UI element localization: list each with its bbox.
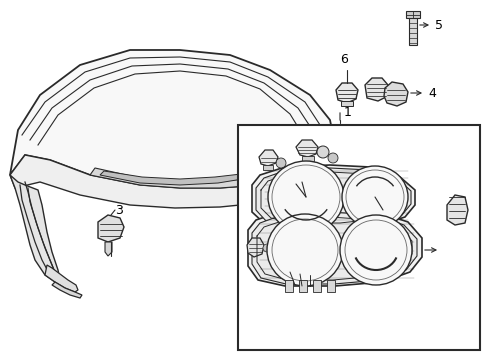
Ellipse shape — [275, 158, 285, 168]
Bar — [326, 280, 334, 292]
Bar — [408, 17, 416, 45]
Ellipse shape — [327, 153, 337, 163]
Bar — [312, 280, 320, 292]
Bar — [298, 280, 306, 292]
Text: 5: 5 — [434, 18, 442, 32]
Polygon shape — [446, 195, 467, 225]
Polygon shape — [98, 215, 124, 242]
Polygon shape — [256, 168, 410, 227]
Polygon shape — [383, 82, 407, 106]
Polygon shape — [45, 265, 78, 292]
Bar — [263, 165, 272, 170]
Text: 2: 2 — [442, 243, 450, 256]
Polygon shape — [294, 132, 329, 170]
Polygon shape — [10, 145, 334, 208]
Ellipse shape — [266, 214, 342, 286]
Ellipse shape — [316, 146, 328, 158]
Text: 4: 4 — [427, 86, 435, 99]
Polygon shape — [90, 168, 299, 188]
Polygon shape — [295, 140, 317, 157]
Bar — [302, 156, 313, 161]
Polygon shape — [251, 212, 416, 284]
Polygon shape — [299, 145, 317, 165]
Ellipse shape — [341, 166, 407, 228]
Ellipse shape — [339, 215, 411, 285]
Text: 1: 1 — [343, 105, 351, 118]
Polygon shape — [10, 50, 334, 188]
Polygon shape — [364, 78, 387, 101]
Polygon shape — [52, 282, 82, 298]
Polygon shape — [335, 83, 357, 103]
Polygon shape — [247, 209, 421, 286]
Polygon shape — [251, 165, 414, 229]
Bar — [405, 11, 419, 18]
Bar — [238, 125, 479, 350]
Polygon shape — [246, 238, 264, 257]
Text: 6: 6 — [339, 53, 347, 66]
Text: 3: 3 — [115, 203, 122, 216]
Polygon shape — [259, 150, 278, 166]
Polygon shape — [10, 175, 60, 282]
Bar — [340, 101, 352, 106]
Bar — [285, 280, 292, 292]
Polygon shape — [105, 242, 112, 256]
Ellipse shape — [263, 244, 270, 252]
Ellipse shape — [267, 161, 343, 233]
Polygon shape — [100, 168, 289, 185]
